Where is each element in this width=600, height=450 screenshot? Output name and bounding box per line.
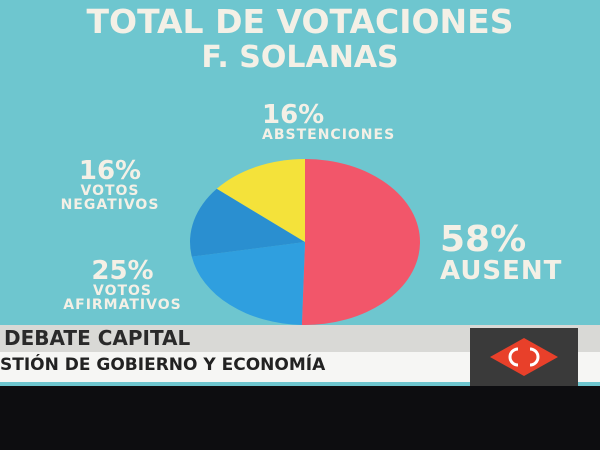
slice-label: 16% VOTOS NEGATIVOS [45,158,175,212]
slice-label: 16% ABSTENCIONES [262,102,432,142]
pie-slice [301,159,420,325]
slice-label: 58% AUSENT [440,219,600,286]
program-topic: STIÓN DE GOBIERNO Y ECONOMÍA [0,355,326,375]
value-label: 25% [91,256,154,286]
value-label: 16% [262,100,325,130]
chart-subtitle: F. SOLANAS [201,40,399,75]
chart-title: TOTAL DE VOTACIONES [86,2,514,41]
value-label: 16% [78,156,142,186]
pie-slice [189,188,305,257]
value-label: 58% [440,219,527,260]
pie-slice [216,159,305,242]
category-label: AUSENT [440,256,563,286]
pie-slice [191,242,305,325]
category-label: ABSTENCIONES [262,127,396,143]
slice-label: 25% VOTOS AFIRMATIVOS [55,258,190,312]
logo-box [470,328,578,386]
program-name: DEBATE CAPITAL [4,326,191,350]
tv-bezel [0,386,600,450]
category-label: VOTOS NEGATIVOS [60,183,160,213]
category-label: VOTOS AFIRMATIVOS [63,283,182,313]
logo [490,338,558,376]
